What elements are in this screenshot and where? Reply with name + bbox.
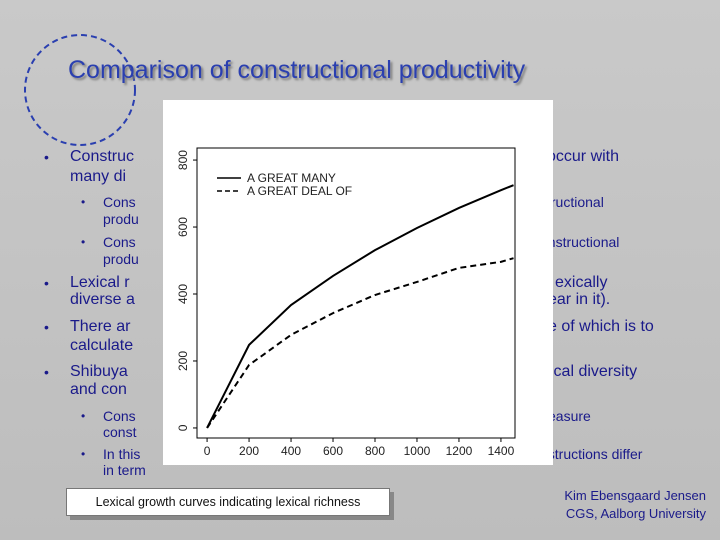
- bullet: •: [44, 364, 49, 380]
- x-tick-label: 200: [239, 444, 259, 458]
- text-fragment: easure: [548, 408, 591, 424]
- text-fragment: In this: [103, 446, 141, 462]
- bullet: •: [44, 319, 49, 335]
- text-fragment: e of which is to: [548, 318, 654, 335]
- x-tick-label: 400: [281, 444, 301, 458]
- text-fragment: xical diversity: [542, 363, 638, 380]
- x-tick-label: 600: [323, 444, 343, 458]
- x-tick-label: 1000: [404, 444, 431, 458]
- text-fragment: calculate: [70, 337, 134, 354]
- text-fragment: Cons: [103, 234, 136, 250]
- caption: Lexical growth curves indicating lexical…: [66, 488, 390, 516]
- y-tick-label: 200: [176, 351, 190, 371]
- text-fragment: diverse a: [70, 291, 135, 308]
- text-fragment: produ: [103, 211, 139, 227]
- y-tick-label: 800: [176, 150, 190, 170]
- logo: [24, 34, 136, 146]
- legend-label: A GREAT DEAL OF: [247, 184, 352, 198]
- bullet: •: [81, 447, 86, 461]
- y-tick-label: 0: [176, 424, 190, 431]
- text-fragment: Construc: [70, 148, 135, 165]
- text-fragment: Cons: [103, 194, 136, 210]
- legend-label: A GREAT MANY: [247, 171, 336, 185]
- line-series: [206, 184, 514, 429]
- x-tick-label: 800: [365, 444, 385, 458]
- line-series: [206, 257, 514, 429]
- bullet: •: [44, 149, 49, 165]
- text-fragment: Shibuya: [70, 363, 128, 380]
- x-tick-label: 1400: [488, 444, 515, 458]
- text-fragment: tructional: [547, 194, 604, 210]
- bullet: •: [81, 235, 86, 249]
- text-fragment: onstructional: [540, 234, 620, 250]
- y-tick-label: 400: [176, 284, 190, 304]
- text-fragment: occur with: [547, 148, 620, 165]
- bullet: •: [81, 409, 86, 423]
- text-fragment: nstructions differ: [540, 446, 643, 462]
- text-fragment: Lexical r: [70, 274, 130, 291]
- text-fragment: There ar: [70, 318, 131, 335]
- text-fragment: Cons: [103, 408, 136, 424]
- chart-background: [163, 100, 553, 465]
- text-fragment: const: [103, 424, 137, 440]
- bullet: •: [81, 195, 86, 209]
- text-fragment: ear in it).: [548, 291, 611, 308]
- text-fragment: many di: [70, 168, 127, 185]
- text-fragment: produ: [103, 251, 139, 267]
- bullet: •: [44, 275, 49, 291]
- x-tick-label: 1200: [446, 444, 473, 458]
- footer-affiliation: CGS, Aalborg University: [565, 506, 706, 521]
- plot-frame: [196, 147, 516, 439]
- slide-title: Comparison of constructional productivit…: [68, 56, 526, 84]
- text-fragment: and con: [70, 381, 127, 398]
- text-fragment: in term: [103, 462, 146, 478]
- footer-author: Kim Ebensgaard Jensen: [564, 488, 706, 503]
- text-fragment: exically: [555, 274, 608, 291]
- y-tick-label: 600: [176, 217, 190, 237]
- x-tick-label: 0: [204, 444, 211, 458]
